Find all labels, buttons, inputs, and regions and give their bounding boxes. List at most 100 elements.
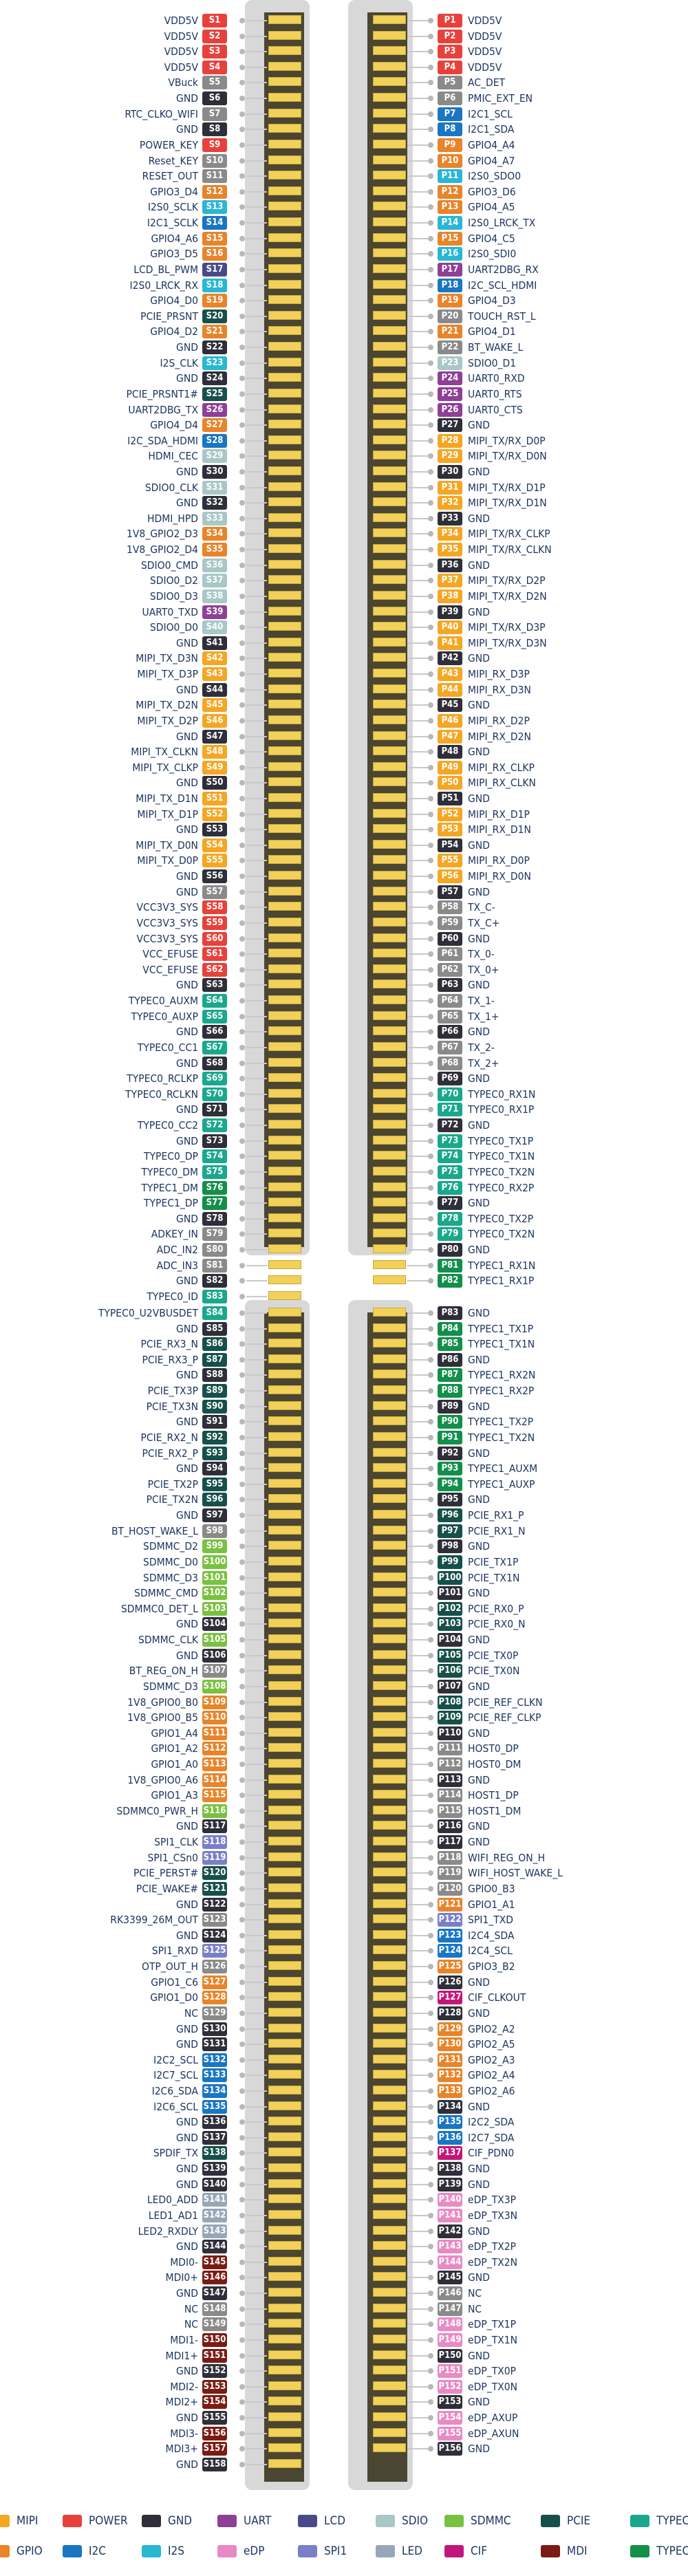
- pin-dot: [239, 2259, 245, 2265]
- pin-dot: [239, 2026, 245, 2032]
- contact-pad: [373, 1727, 406, 1737]
- pin-signal-label: SDIO0_D2: [149, 574, 198, 587]
- pin-signal-label: MIPI_RX_D0P: [468, 854, 530, 867]
- contact-pad: [373, 559, 406, 569]
- legend-swatch: [541, 2515, 560, 2527]
- contact-pad: [268, 248, 301, 258]
- pin-lead: [407, 237, 428, 239]
- contact-pad: [373, 1992, 406, 2002]
- pin-signal-label: TYPEC0_TX2N: [468, 1228, 535, 1241]
- pin-lead: [246, 2293, 267, 2295]
- pin-number-badge: P17: [438, 262, 462, 277]
- pin-number-badge: P80: [438, 1242, 462, 1257]
- pin-number-badge: P151: [438, 2364, 462, 2379]
- pin-lead: [246, 1078, 267, 1080]
- pin-signal-label: VCC3V3_SYS: [136, 916, 199, 929]
- contact-pad: [373, 949, 406, 958]
- pin-row: GND S94: [0, 1461, 267, 1476]
- pin-lead: [246, 829, 267, 831]
- contact-pad: [373, 2023, 406, 2033]
- pin-lead: [407, 549, 428, 551]
- pin-number-badge: S35: [202, 543, 227, 557]
- pin-number-badge: S99: [202, 1539, 227, 1554]
- pin-lead: [246, 1592, 267, 1594]
- legend-label: MIPI: [17, 2514, 39, 2528]
- pin-lead: [246, 2075, 267, 2077]
- pin-lead: [407, 1763, 428, 1765]
- pin-dot: [428, 547, 433, 553]
- pin-dot: [428, 2026, 433, 2032]
- pin-number-badge: P120: [438, 1881, 462, 1896]
- pin-row: P92 GND: [365, 1446, 688, 1461]
- pin-number-badge: P15: [438, 231, 462, 246]
- pin-dot: [239, 1621, 245, 1627]
- contact-pad: [268, 295, 301, 305]
- pin-row: P120 GPIO0_B3: [365, 1881, 688, 1896]
- pin-dot: [239, 1777, 245, 1783]
- contact-pad: [268, 2147, 301, 2157]
- pin-number-badge: S117: [202, 1819, 227, 1834]
- legend-swatch: [142, 2515, 161, 2527]
- pin-signal-label: GND: [468, 1447, 490, 1460]
- pin-signal-label: GND: [468, 1773, 490, 1786]
- pin-signal-label: BT_REG_ON_H: [129, 1665, 198, 1678]
- pin-lead: [246, 331, 267, 333]
- pin-dot: [239, 1403, 245, 1409]
- contact-pad: [373, 1758, 406, 1768]
- pin-dot: [239, 1605, 245, 1612]
- pin-signal-label: MDI2+: [165, 2396, 198, 2409]
- pin-signal-label: MIPI_RX_D1N: [468, 823, 531, 836]
- pin-lead: [246, 1966, 267, 1968]
- contact-pad: [268, 2086, 301, 2095]
- contact-pad: [268, 2334, 301, 2344]
- pin-signal-label: PMIC_EXT_EN: [468, 92, 533, 105]
- pin-number-badge: S84: [202, 1306, 227, 1320]
- pin-lead: [246, 2152, 267, 2154]
- pin-number-badge: P91: [438, 1430, 462, 1444]
- pin-dot: [239, 1325, 245, 1332]
- pin-lead: [246, 2432, 267, 2434]
- pin-dot: [428, 2072, 433, 2079]
- contact-pad: [268, 61, 301, 71]
- pin-number-badge: P69: [438, 1072, 462, 1086]
- pin-lead: [246, 1795, 267, 1797]
- pin-dot: [428, 1730, 433, 1736]
- pin-lead: [407, 486, 428, 488]
- pin-signal-label: TYPEC0_TX1N: [468, 1150, 535, 1163]
- pin-row: SPI1_CLK S118: [0, 1834, 267, 1850]
- contact-pad: [268, 1416, 301, 1426]
- pin-dot: [428, 1434, 433, 1440]
- pin-number-badge: P111: [438, 1742, 462, 1756]
- pin-row: P87 TYPEC1_RX2N: [365, 1367, 688, 1383]
- pin-row: P148 eDP_TX1P: [365, 2317, 688, 2332]
- contact-pad: [373, 964, 406, 973]
- pin-dot: [428, 298, 433, 304]
- pin-row: GND S91: [0, 1414, 267, 1429]
- pin-dot: [239, 858, 245, 864]
- contact-pad: [373, 1525, 406, 1535]
- pin-row: MIPI_TX_D0P S55: [0, 853, 267, 868]
- pin-row: GND S68: [0, 1056, 267, 1071]
- pin-signal-label: UART2DBG_RX: [468, 263, 539, 276]
- pin-row: LED0_ADD S141: [0, 2192, 267, 2207]
- pin-row: P21 GPIO4_D1: [365, 324, 688, 339]
- pin-dot: [428, 671, 433, 678]
- pin-row: P41 MIPI_TX/RX_D3N: [365, 636, 688, 651]
- pin-number-badge: S65: [202, 1009, 227, 1024]
- pin-lead: [246, 642, 267, 644]
- pin-signal-label: GND: [468, 2006, 490, 2020]
- pin-number-badge: P142: [438, 2224, 462, 2238]
- contact-pad: [373, 1447, 406, 1457]
- pin-number-badge: S121: [202, 1881, 227, 1896]
- pin-row: NC S149: [0, 2317, 267, 2332]
- pin-lead: [246, 2385, 267, 2388]
- contact-pad: [373, 481, 406, 491]
- pin-dot: [239, 18, 245, 23]
- legend-swatch: [63, 2545, 82, 2557]
- pin-dot: [239, 2150, 245, 2156]
- contact-pad: [268, 93, 301, 102]
- pin-dot: [428, 1559, 433, 1565]
- pin-dot: [239, 935, 245, 942]
- contact-pad: [373, 15, 406, 24]
- pin-signal-label: GND: [468, 2163, 490, 2176]
